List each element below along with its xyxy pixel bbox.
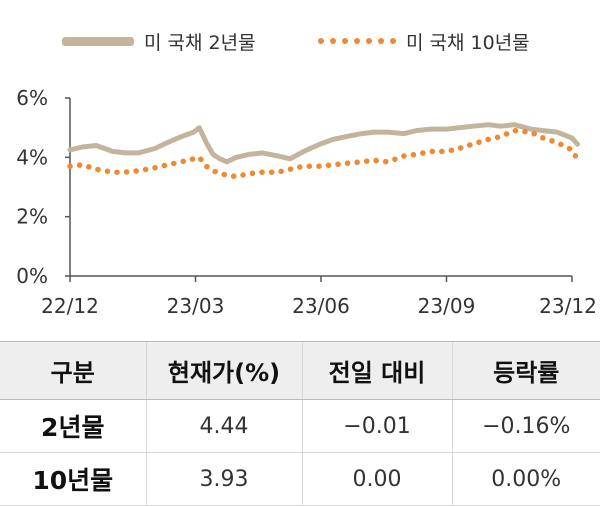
chart-series — [67, 122, 581, 180]
x-tick-label: 23/06 — [292, 294, 350, 318]
legend-swatch-10y — [318, 37, 396, 46]
header-rate: 등락률 — [451, 341, 600, 400]
table-header-row: 구분 현재가(%) 전일 대비 등락률 — [0, 341, 600, 400]
row-name: 2년물 — [0, 399, 146, 453]
yield-chart: 0% 2% 4% 6% 22/12 23/03 23/06 23/09 23/12 — [16, 86, 597, 318]
chart-axes: 0% 2% 4% 6% 22/12 23/03 23/06 23/09 23/12 — [16, 86, 597, 318]
header-change: 전일 대비 — [301, 341, 452, 400]
header-category: 구분 — [0, 341, 146, 400]
legend-dot — [342, 38, 348, 44]
row-change: −0.01 — [301, 399, 452, 453]
y-tick-label: 0% — [16, 264, 48, 288]
legend-dot — [354, 38, 360, 44]
legend-item-2y: 미 국채 2년물 — [62, 24, 256, 58]
legend-item-10y: 미 국채 10년물 — [318, 24, 530, 58]
legend-dot — [330, 38, 336, 44]
row-price: 3.93 — [145, 452, 302, 506]
row-change: 0.00 — [301, 452, 452, 506]
table-row: 10년물 3.93 0.00 0.00% — [0, 452, 600, 506]
header-price: 현재가(%) — [145, 341, 302, 400]
row-rate: 0.00% — [451, 452, 600, 506]
table-row: 2년물 4.44 −0.01 −0.16% — [0, 399, 600, 453]
row-price: 4.44 — [145, 399, 302, 453]
quote-table: 구분 현재가(%) 전일 대비 등락률 2년물 4.44 −0.01 −0.16… — [0, 341, 600, 506]
legend-swatch-2y — [62, 36, 134, 46]
legend-label-2y: 미 국채 2년물 — [144, 31, 256, 54]
series-line-2y — [67, 122, 580, 165]
y-tick-label: 2% — [16, 205, 48, 229]
row-name: 10년물 — [0, 452, 146, 506]
legend-dot — [390, 38, 396, 44]
x-tick-label: 22/12 — [41, 294, 99, 318]
legend-dot — [378, 38, 384, 44]
row-rate: −0.16% — [451, 399, 600, 453]
legend-label-10y: 미 국채 10년물 — [406, 31, 530, 54]
x-tick-label: 23/12 — [539, 294, 597, 318]
series-line-10y — [67, 127, 581, 180]
y-tick-label: 6% — [16, 86, 48, 110]
y-tick-label: 4% — [16, 145, 48, 169]
x-tick-label: 23/03 — [167, 294, 225, 318]
chart-legend: 미 국채 2년물 미 국채 10년물 — [0, 24, 600, 58]
x-tick-label: 23/09 — [418, 294, 476, 318]
legend-dot — [366, 38, 372, 44]
legend-dot — [318, 38, 324, 44]
